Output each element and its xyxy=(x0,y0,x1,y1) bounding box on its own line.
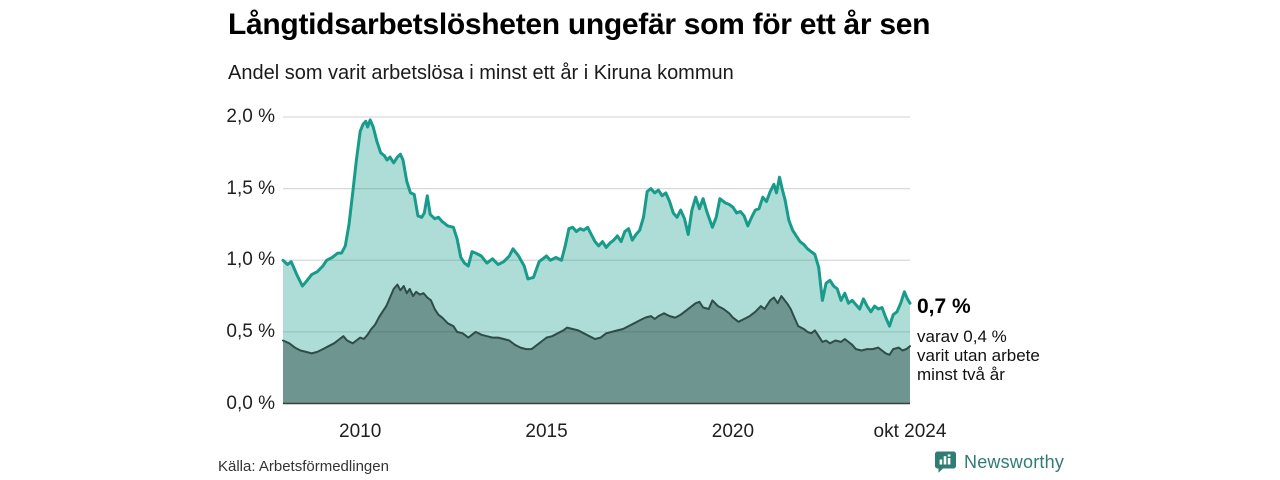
x-tick-label: 2020 xyxy=(711,421,755,442)
chart-series xyxy=(281,118,912,404)
y-tick-label: 0,0 % xyxy=(226,392,275,414)
x-tick-label: okt 2024 xyxy=(873,421,947,442)
y-tick-label: 0,5 % xyxy=(226,320,275,342)
series-line xyxy=(281,118,912,328)
end-value-sublabel-line: varit utan arbete xyxy=(917,346,1040,365)
end-value-sublabel-line: minst två år xyxy=(917,365,1005,384)
series-area xyxy=(283,119,910,404)
x-tick-label: 2010 xyxy=(339,421,382,442)
series-line xyxy=(282,283,911,356)
newsworthy-wordmark: Newsworthy xyxy=(964,451,1065,472)
y-tick-label: 1,0 % xyxy=(226,249,275,271)
gridlines xyxy=(283,116,910,333)
source-note: Källa: Arbetsförmedlingen xyxy=(218,458,389,475)
end-value-sublabel-line: varav 0,4 % xyxy=(917,327,1007,346)
y-tick-label: 2,0 % xyxy=(226,106,275,127)
y-tick-label: 1,5 % xyxy=(226,177,275,199)
newsworthy-logo: Newsworthy xyxy=(934,450,1064,474)
x-tick-label: 2015 xyxy=(525,421,568,442)
end-value-sublabel: varav 0,4 % varit utan arbete minst två … xyxy=(917,327,1040,384)
chart-subtitle: Andel som varit arbetslösa i minst ett å… xyxy=(228,62,734,84)
end-value-label: 0,7 % xyxy=(917,295,971,318)
chart-title: Långtidsarbetslösheten ungefär som för e… xyxy=(228,8,931,41)
newsworthy-bubble-chart-icon xyxy=(935,451,956,473)
